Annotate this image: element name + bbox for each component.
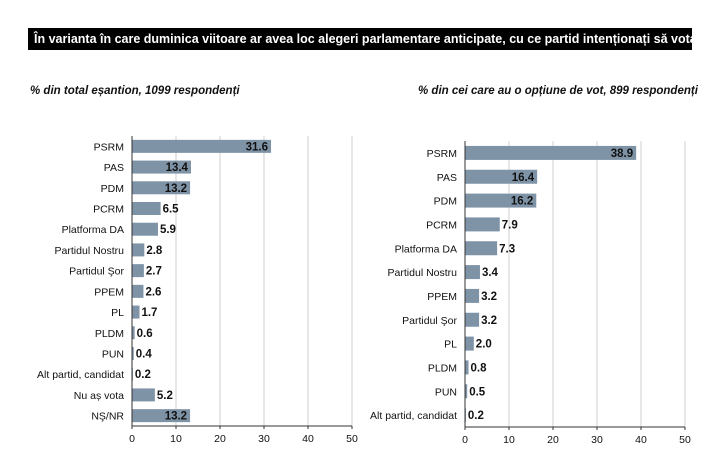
right-tick-label-40: 40 (635, 434, 647, 446)
left-bar-8 (132, 305, 140, 319)
left-bar-10 (132, 347, 134, 360)
right-value-label-10: 0.5 (469, 386, 486, 398)
right-value-label-1: 16.4 (512, 172, 535, 184)
left-bar-6 (132, 264, 144, 278)
right-category-label-3: PCRM (426, 219, 457, 231)
right-category-label-4: Platforma DA (395, 243, 457, 255)
left-value-label-5: 2.8 (146, 245, 163, 257)
right-value-label-5: 3.4 (482, 267, 499, 279)
right-tick-label-0: 0 (462, 434, 468, 446)
left-value-label-11: 0.2 (135, 369, 151, 381)
left-tick-label-20: 20 (214, 433, 226, 445)
right-bar-8 (465, 336, 474, 351)
right-value-label-11: 0.2 (468, 410, 484, 422)
right-bar-3 (465, 217, 500, 232)
right-category-label-8: PL (444, 339, 457, 351)
right-tick-label-10: 10 (503, 434, 515, 446)
right-bar-10 (465, 384, 468, 399)
left-bar-3 (132, 202, 161, 215)
right-category-label-6: PPEM (427, 291, 457, 303)
right-bar-9 (465, 360, 469, 375)
right-category-label-2: PDM (434, 196, 457, 208)
left-category-label-10: PUN (102, 349, 124, 361)
left-value-label-6: 2.7 (146, 266, 162, 278)
left-category-label-3: PCRM (93, 204, 124, 216)
left-category-label-5: Partidul Nostru (55, 245, 125, 257)
left-category-label-13: NŞ/NR (91, 411, 124, 423)
chart-title-banner: În varianta în care duminica viitoare ar… (28, 28, 692, 50)
left-tick-label-10: 10 (170, 433, 182, 445)
left-tick-label-50: 50 (346, 433, 358, 445)
left-category-label-6: Partidul Şor (69, 266, 124, 278)
left-value-label-8: 1.7 (141, 307, 157, 319)
left-bar-0 (132, 139, 272, 153)
left-category-label-8: PL (111, 307, 124, 319)
right-value-label-8: 2.0 (476, 339, 492, 351)
right-value-label-6: 3.2 (481, 291, 497, 303)
right-tick-label-50: 50 (679, 434, 691, 446)
right-chart-subtitle: % din cei care au o opțiune de vot, 899 … (418, 85, 698, 97)
right-bar-5 (465, 265, 480, 280)
left-value-label-13: 13.2 (165, 411, 187, 423)
left-chart-subtitle: % din total eșantion, 1099 respondenți (30, 85, 240, 97)
right-category-label-1: PAS (437, 172, 457, 184)
left-bar-12 (132, 388, 155, 402)
right-bar-7 (465, 312, 480, 327)
right-bar-6 (465, 288, 480, 303)
left-bar-2 (132, 181, 191, 195)
left-bar-9 (132, 326, 135, 340)
left-category-label-11: Alt partid, candidat (37, 369, 124, 381)
right-value-label-0: 38.9 (611, 148, 633, 160)
left-value-label-7: 2.6 (145, 286, 161, 298)
left-value-label-0: 31.6 (246, 141, 268, 153)
right-value-label-2: 16.2 (511, 196, 533, 208)
right-category-label-7: Partidul Şor (402, 315, 457, 327)
right-value-label-3: 7.9 (502, 219, 518, 231)
left-value-label-1: 13.4 (166, 162, 189, 174)
left-bar-5 (132, 243, 145, 257)
right-bar-4 (465, 241, 498, 256)
left-value-label-4: 5.9 (160, 224, 176, 236)
right-tick-label-30: 30 (591, 434, 603, 446)
left-category-label-9: PLDM (95, 328, 124, 340)
right-category-label-9: PLDM (428, 362, 457, 374)
left-category-label-0: PSRM (94, 141, 124, 153)
left-category-label-1: PAS (104, 162, 124, 174)
right-tick-label-20: 20 (547, 434, 559, 446)
left-tick-label-0: 0 (129, 433, 135, 445)
left-value-label-2: 13.2 (165, 183, 187, 195)
left-tick-label-30: 30 (258, 433, 270, 445)
right-value-label-9: 0.8 (471, 362, 488, 374)
right-bar-2 (465, 193, 537, 208)
left-bar-4 (132, 222, 158, 236)
left-value-label-9: 0.6 (137, 328, 153, 340)
left-category-label-2: PDM (101, 183, 124, 195)
left-category-label-4: Platforma DA (62, 224, 124, 236)
left-value-label-12: 5.2 (157, 390, 173, 402)
right-category-label-0: PSRM (427, 148, 457, 160)
right-category-label-10: PUN (435, 386, 457, 398)
left-bar-7 (132, 284, 144, 298)
right-category-label-5: Partidul Nostru (388, 267, 458, 279)
left-value-label-10: 0.4 (136, 349, 153, 361)
left-category-label-12: Nu aș vota (74, 390, 124, 402)
left-tick-label-40: 40 (302, 433, 314, 445)
right-bar-0 (465, 145, 637, 160)
left-bar-1 (132, 160, 191, 174)
left-value-label-3: 6.5 (163, 204, 180, 216)
left-category-label-7: PPEM (94, 286, 124, 298)
right-category-label-11: Alt partid, candidat (370, 410, 457, 422)
right-bar-1 (465, 169, 538, 184)
right-value-label-7: 3.2 (481, 315, 497, 327)
right-value-label-4: 7.3 (499, 243, 515, 255)
left-bar-13 (132, 409, 191, 423)
